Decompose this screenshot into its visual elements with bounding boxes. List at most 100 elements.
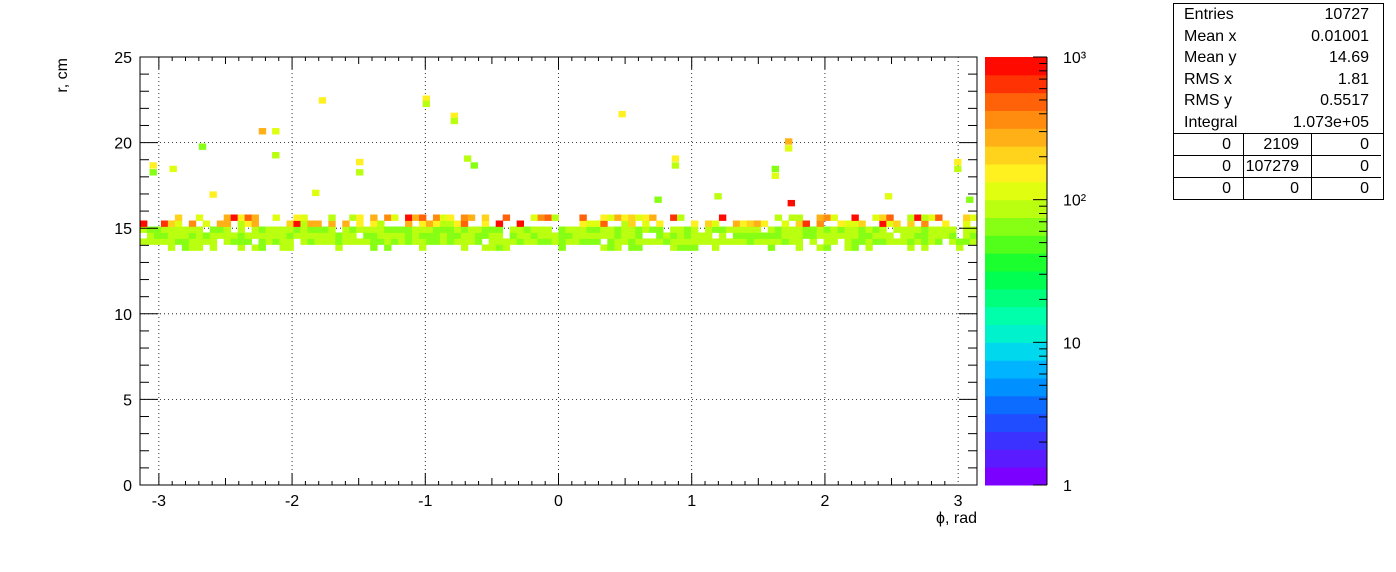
heatmap-cell xyxy=(928,226,936,233)
palette-swatch xyxy=(985,146,1047,165)
heatmap-cell xyxy=(579,238,587,245)
heatmap-cell xyxy=(530,214,538,221)
heatmap-cell xyxy=(502,238,511,245)
heatmap-cell xyxy=(614,226,622,233)
heatmap-cell xyxy=(140,238,148,245)
heatmap-cell xyxy=(684,232,692,239)
heatmap-cell xyxy=(886,238,894,245)
heatmap-cell xyxy=(342,220,350,227)
heatmap-cell xyxy=(419,214,427,221)
heatmap-cell xyxy=(488,244,497,251)
heatmap-cell xyxy=(704,220,713,227)
heatmap-cell xyxy=(677,238,685,245)
palette-swatch xyxy=(985,413,1047,432)
heatmap-cell xyxy=(223,232,232,239)
heatmap-cell xyxy=(223,226,232,233)
heatmap-cell xyxy=(272,128,280,135)
heatmap-cell xyxy=(258,226,266,233)
heatmap-cell xyxy=(195,214,204,221)
heatmap-cell xyxy=(523,232,531,239)
heatmap-cell xyxy=(635,226,643,233)
heatmap-cell xyxy=(671,162,680,169)
heatmap-cell xyxy=(635,232,643,239)
heatmap-cell xyxy=(670,226,678,233)
stats-row: RMS y 0.5517 xyxy=(1174,90,1383,112)
heatmap-cell xyxy=(446,232,455,239)
heatmap-cell xyxy=(384,232,392,239)
heatmap-cell xyxy=(649,238,657,245)
heatmap-cell xyxy=(153,238,162,245)
heatmap-cell xyxy=(279,238,287,245)
heatmap-cell xyxy=(886,220,894,227)
heatmap-cell xyxy=(907,232,915,239)
heatmap-cell xyxy=(739,226,748,233)
heatmap-cell xyxy=(195,232,204,239)
heatmap-cell xyxy=(698,232,706,239)
heatmap-cell xyxy=(816,226,824,233)
heatmap-cell xyxy=(621,220,629,227)
heatmap-cell xyxy=(691,226,699,233)
heatmap-cell xyxy=(174,238,183,245)
heatmap-cell xyxy=(816,214,824,221)
y-axis-label: r, cm xyxy=(54,58,71,93)
stats-value: 1.81 xyxy=(1337,70,1369,88)
heatmap-cell xyxy=(544,232,552,239)
palette-swatch xyxy=(985,199,1047,218)
heatmap-cell xyxy=(258,232,266,239)
heatmap-cell xyxy=(160,226,169,233)
heatmap-cell xyxy=(202,238,211,245)
heatmap-cell xyxy=(237,244,246,251)
stats-label: RMS x xyxy=(1184,70,1232,88)
heatmap-cell xyxy=(893,238,901,245)
heatmap-cell xyxy=(384,226,392,233)
heatmap-cell xyxy=(907,238,915,245)
heatmap-cell xyxy=(600,232,608,239)
heatmap-cell xyxy=(572,226,580,233)
heatmap-cell xyxy=(523,238,531,245)
heatmap-cell xyxy=(851,232,859,239)
heatmap-cell xyxy=(572,238,580,245)
heatmap-cell xyxy=(412,232,420,239)
heatmap-cell xyxy=(391,232,399,239)
heatmap-cell xyxy=(774,214,783,221)
heatmap-cell xyxy=(823,214,831,221)
heatmap-cell xyxy=(900,226,908,233)
heatmap-cell xyxy=(321,238,329,245)
heatmap-cell xyxy=(160,232,169,239)
y-tick-label: 25 xyxy=(114,50,132,67)
axes: -3 -2 -1 0 1 2 3 0 5 10 15 20 25 xyxy=(114,50,978,510)
heatmap-cell xyxy=(809,226,817,233)
heatmap-cell xyxy=(432,238,441,245)
heatmap-cell xyxy=(732,238,741,245)
heatmap-cell xyxy=(237,220,246,227)
heatmap-cell xyxy=(502,244,511,251)
heatmap-cell xyxy=(495,226,504,233)
heatmap-cell xyxy=(966,196,974,203)
heatmap-cell xyxy=(405,226,413,233)
heatmap-cell xyxy=(872,232,880,239)
heatmap-cell xyxy=(181,226,190,233)
heatmap-cell xyxy=(711,244,720,251)
heatmap-cell xyxy=(293,214,301,221)
heatmap-cell xyxy=(698,238,706,245)
heatmap-cell xyxy=(628,238,636,245)
palette-swatch xyxy=(985,110,1047,129)
heatmap-cell xyxy=(551,238,559,245)
heatmap-cell xyxy=(258,128,267,135)
heatmap-cell xyxy=(654,196,662,203)
heatmap-cell xyxy=(265,226,273,233)
heatmap-cell xyxy=(970,214,978,221)
heatmap-cell xyxy=(195,238,204,245)
heatmap-cell xyxy=(579,220,587,227)
heatmap-cell xyxy=(209,226,218,233)
heatmap-cell xyxy=(963,232,971,239)
heatmap-cell xyxy=(879,214,887,221)
heatmap-cell xyxy=(314,232,322,239)
heatmap-cell xyxy=(942,226,950,233)
heatmap-cell xyxy=(844,220,852,227)
heatmap-cell xyxy=(928,214,936,221)
heatmap-cell xyxy=(237,226,246,233)
heatmap-cell xyxy=(251,220,259,227)
heatmap-cell xyxy=(656,238,664,245)
heatmap-cell xyxy=(907,214,915,221)
